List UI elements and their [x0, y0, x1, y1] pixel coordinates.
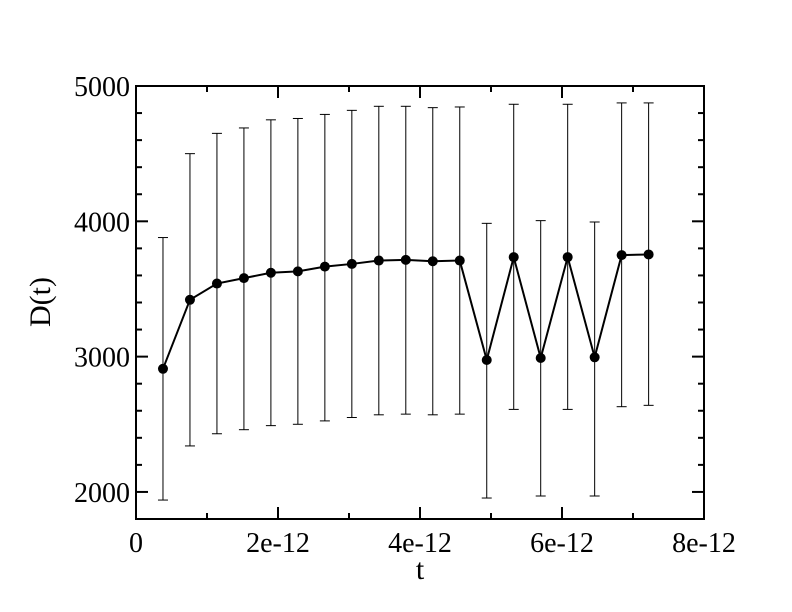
data-point	[643, 249, 654, 260]
y-tick-label: 4000	[74, 207, 130, 238]
data-point	[616, 250, 627, 261]
x-tick-label: 0	[129, 528, 143, 559]
y-tick-label: 5000	[74, 72, 130, 103]
data-point	[454, 255, 465, 266]
x-axis-label: t	[416, 553, 425, 586]
data-point	[346, 258, 357, 269]
y-tick-label: 2000	[74, 478, 130, 509]
x-tick-label: 6e-12	[530, 528, 594, 559]
data-points	[157, 249, 654, 374]
data-point	[265, 267, 276, 278]
tick-labels: 0 2e-12 4e-12 6e-12 8e-12 2000 3000 4000 5000	[74, 72, 736, 559]
data-point	[589, 352, 600, 363]
y-tick-label: 3000	[74, 343, 130, 374]
x-tick-label: 2e-12	[246, 528, 310, 559]
y-axis-label: D(t)	[24, 277, 57, 327]
data-point	[562, 252, 573, 263]
data-point	[157, 363, 168, 374]
x-tick-label: 4e-12	[388, 528, 452, 559]
data-point	[481, 355, 492, 366]
data-point	[535, 352, 546, 363]
data-point	[427, 256, 438, 267]
data-point	[373, 255, 384, 266]
data-point	[292, 266, 303, 277]
data-point	[238, 273, 249, 284]
data-point	[184, 294, 195, 305]
plot-frame	[135, 85, 705, 520]
x-tick-label: 8e-12	[672, 528, 736, 559]
data-point	[319, 261, 330, 272]
data-point	[400, 254, 411, 265]
axis-ticks	[136, 86, 704, 519]
data-point	[508, 252, 519, 263]
data-point	[211, 278, 222, 289]
